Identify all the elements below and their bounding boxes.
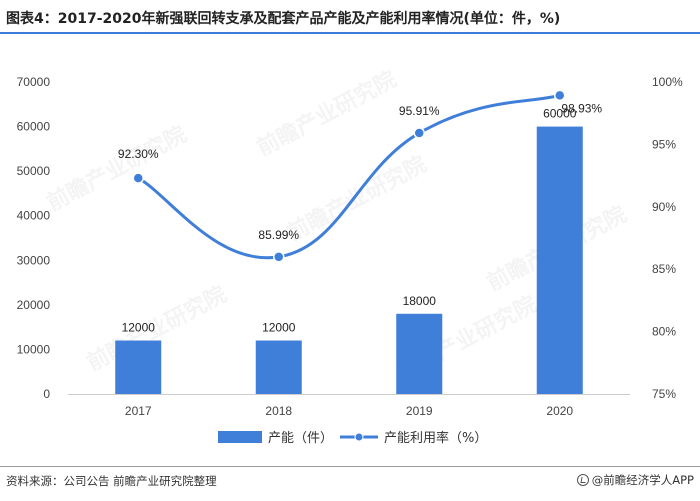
- bar-2020: [536, 126, 583, 395]
- x-tick-label: 2017: [125, 404, 152, 418]
- brand-logo-icon: [576, 474, 589, 486]
- y-right-tick-label: 90%: [652, 200, 676, 214]
- x-tick-label: 2020: [546, 404, 573, 418]
- title-underline: [0, 32, 700, 34]
- legend-bar-swatch: [218, 431, 262, 443]
- y-left-tick-label: 0: [43, 387, 50, 401]
- brand-credit: @前瞻经济学人APP: [576, 472, 694, 488]
- footer-divider: [0, 466, 700, 467]
- y-left-tick-label: 70000: [17, 75, 51, 89]
- bar-2017: [115, 340, 162, 394]
- line-point-2020: [554, 89, 566, 102]
- line-data-label: 98.93%: [561, 101, 602, 115]
- y-right-tick-label: 95%: [652, 137, 676, 151]
- legend-line-marker: [354, 432, 364, 442]
- watermark-text: 前瞻产业研究院: [283, 151, 431, 246]
- line-data-label: 85.99%: [258, 228, 299, 242]
- bar-data-label: 18000: [403, 294, 437, 308]
- line-data-label: 95.91%: [399, 104, 440, 118]
- line-point-2019: [413, 127, 425, 139]
- bar-data-label: 12000: [122, 321, 156, 335]
- line-point-2017: [132, 172, 144, 184]
- y-right-tick-label: 85%: [652, 262, 676, 276]
- bar-data-label: 60000: [543, 107, 577, 121]
- chart-title: 图表4：2017-2020年新强联回转支承及配套产品产能及产能利用率情况(单位：…: [6, 11, 561, 27]
- y-left-tick-label: 10000: [17, 342, 51, 356]
- legend-bar-label: 产能（件）: [268, 431, 333, 446]
- x-tick-label: 2018: [265, 404, 292, 418]
- bar-2018: [255, 340, 302, 394]
- watermark-text: 前瞻产业研究院: [253, 66, 401, 161]
- source-note: 资料来源：公司公告 前瞻产业研究院整理: [6, 474, 217, 488]
- y-left-tick-label: 20000: [17, 298, 51, 312]
- y-right-tick-label: 100%: [652, 75, 683, 89]
- bar-data-label: 12000: [262, 321, 296, 335]
- legend-line-label: 产能利用率（%）: [384, 430, 487, 446]
- line-data-label: 92.30%: [118, 147, 159, 161]
- x-tick-label: 2019: [406, 404, 433, 418]
- y-left-tick-label: 60000: [17, 120, 51, 134]
- y-right-tick-label: 75%: [652, 387, 676, 401]
- line-point-2018: [273, 251, 285, 263]
- brand-text: @前瞻经济学人APP: [591, 473, 694, 487]
- utilization-line: [136, 93, 562, 260]
- y-left-tick-label: 40000: [17, 209, 51, 223]
- y-left-tick-label: 50000: [17, 164, 51, 178]
- y-right-tick-label: 80%: [652, 325, 676, 339]
- y-left-tick-label: 30000: [17, 253, 51, 267]
- bar-2019: [396, 313, 443, 394]
